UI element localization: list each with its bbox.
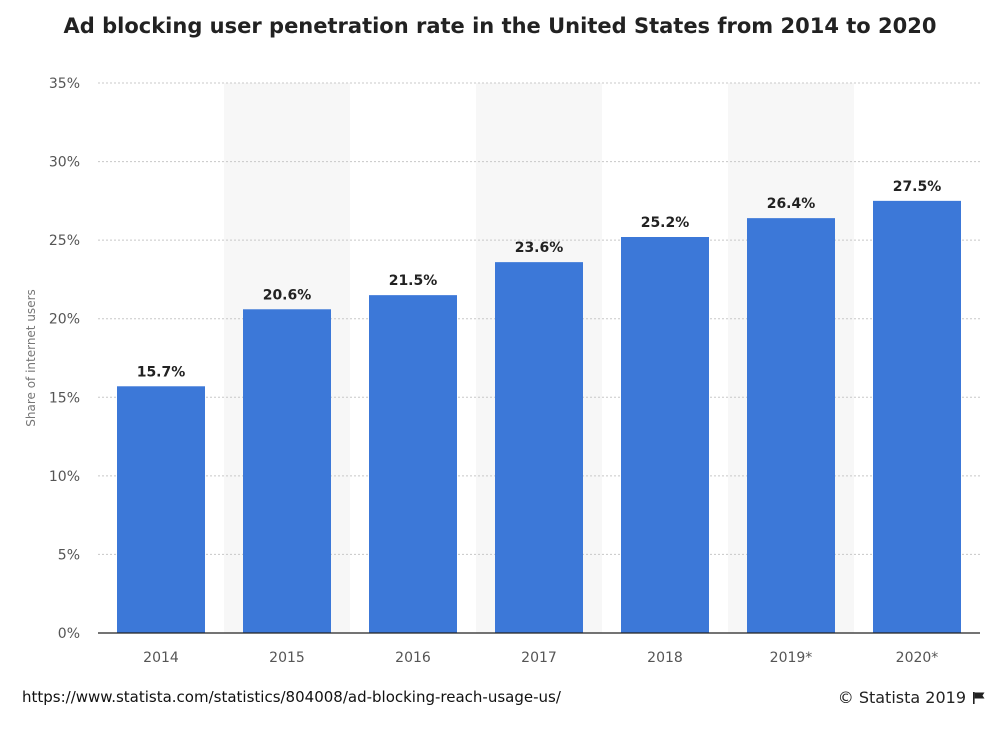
x-tick-label: 2016 — [395, 650, 431, 666]
x-tick-label: 2017 — [521, 650, 557, 666]
bar-2019[interactable] — [747, 218, 835, 633]
chart-title: Ad blocking user penetration rate in the… — [63, 14, 937, 38]
x-tick-label: 2014 — [143, 650, 179, 666]
bar-2020[interactable] — [873, 200, 961, 633]
data-label: 26.4% — [767, 196, 816, 212]
y-tick-label: 30% — [49, 155, 80, 171]
y-tick-label: 0% — [58, 626, 80, 642]
bar-2017[interactable] — [495, 262, 583, 633]
y-axis-ticks: 0% 5% 10% 15% 20% 25% 30% 35% — [49, 76, 80, 642]
data-label: 25.2% — [641, 215, 690, 231]
x-tick-label: 2020* — [896, 650, 939, 666]
x-axis-ticks: 2014 2015 2016 2017 2018 2019* 2020* — [143, 650, 938, 666]
y-tick-label: 15% — [49, 390, 80, 406]
flag-icon[interactable] — [972, 691, 986, 705]
data-label: 20.6% — [263, 287, 312, 303]
bar-2014[interactable] — [117, 386, 205, 633]
y-tick-label: 25% — [49, 233, 80, 249]
bar-chart: 0% 5% 10% 15% 20% 25% 30% 35% 15.7% 20.6% 21.5% 23… — [24, 76, 980, 666]
y-tick-label: 5% — [58, 547, 80, 563]
bars — [117, 200, 961, 633]
y-axis-label: Share of internet users — [24, 289, 38, 427]
x-tick-label: 2019* — [770, 650, 813, 666]
bar-2018[interactable] — [621, 237, 709, 633]
source-link[interactable]: https://www.statista.com/statistics/8040… — [22, 688, 561, 706]
copyright-notice: © Statista 2019 — [838, 688, 986, 707]
y-tick-label: 10% — [49, 469, 80, 485]
x-tick-label: 2015 — [269, 650, 305, 666]
copyright-text: © Statista 2019 — [837, 688, 966, 707]
bar-2015[interactable] — [243, 309, 331, 633]
y-tick-label: 20% — [49, 312, 80, 328]
data-labels: 15.7% 20.6% 21.5% 23.6% 25.2% 26.4% 27.5% — [137, 179, 942, 380]
data-label: 27.5% — [893, 179, 942, 195]
data-label: 21.5% — [389, 273, 438, 289]
data-label: 23.6% — [515, 240, 564, 256]
bar-2016[interactable] — [369, 295, 457, 633]
data-label: 15.7% — [137, 364, 186, 380]
x-tick-label: 2018 — [647, 650, 683, 666]
y-tick-label: 35% — [49, 76, 80, 92]
